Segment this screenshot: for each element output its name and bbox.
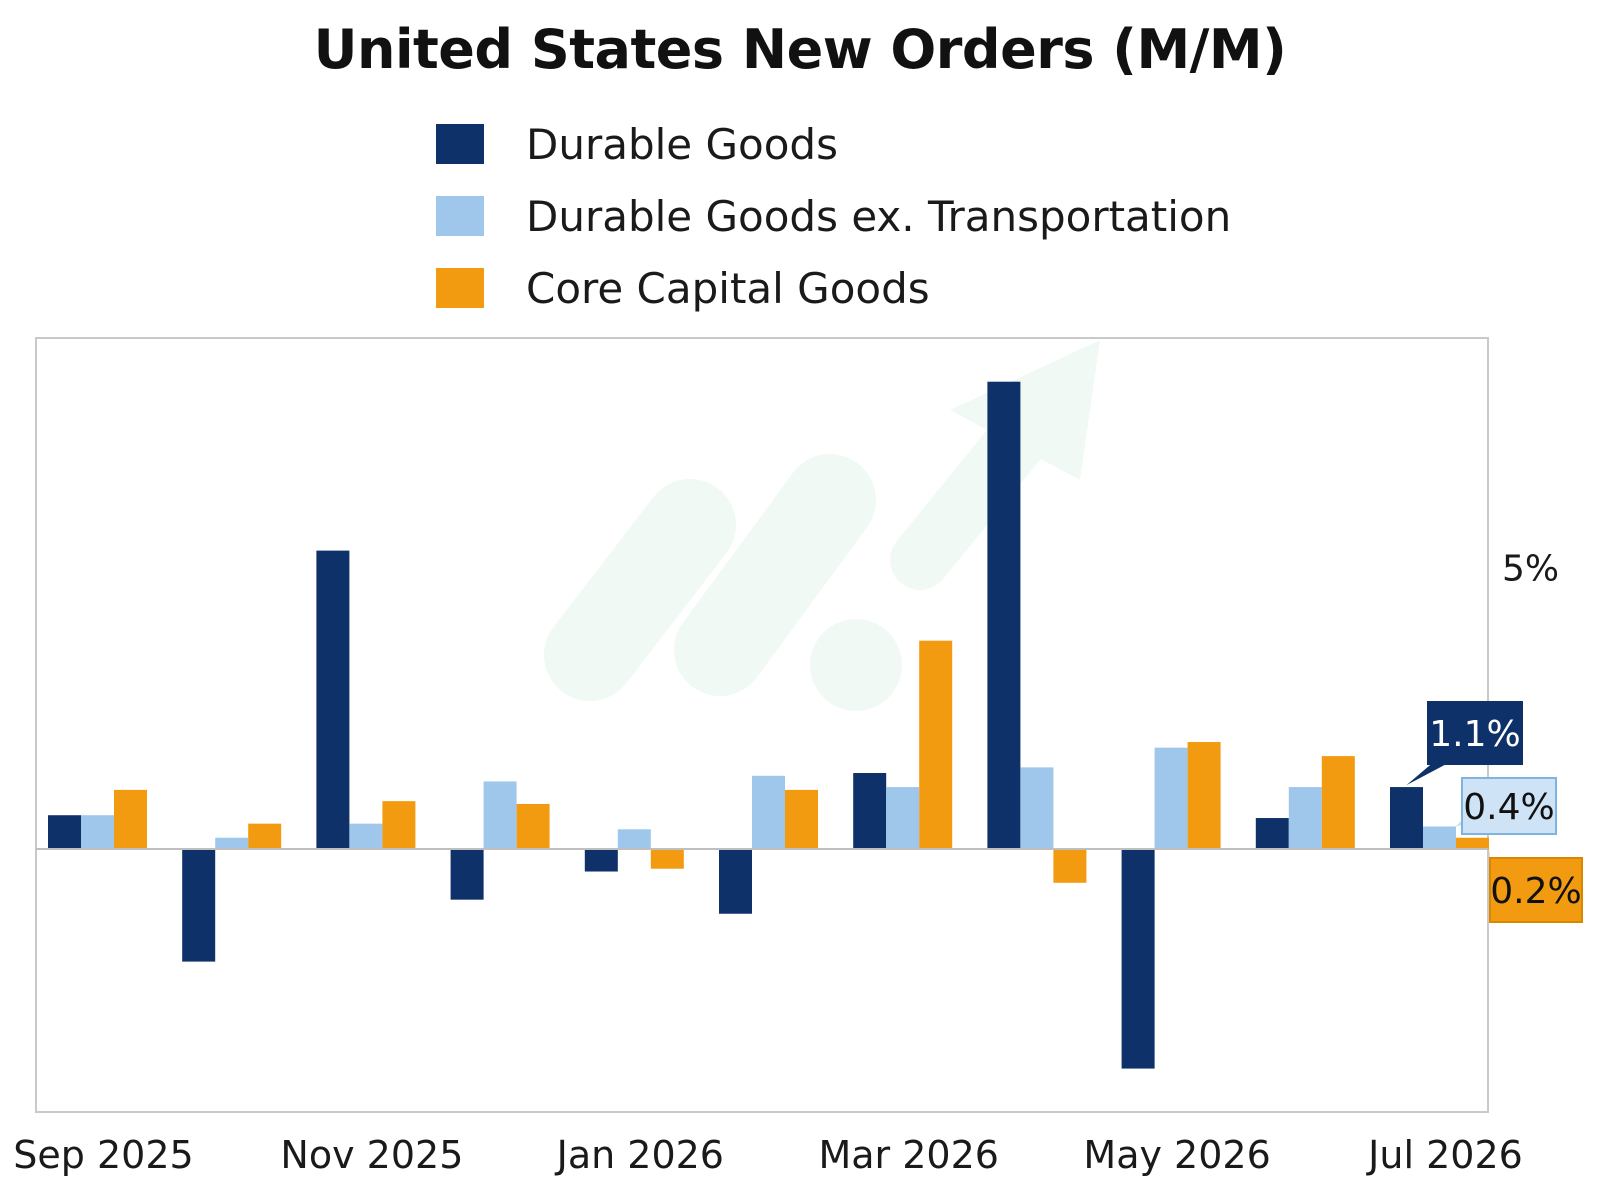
bar	[1255, 818, 1289, 849]
legend-item-core-capital-goods: Core Capital Goods	[436, 252, 1231, 324]
legend-swatch	[436, 196, 484, 236]
watermark-stroke	[674, 454, 876, 696]
bar	[1187, 742, 1221, 849]
bar	[382, 801, 416, 849]
watermark-arrowhead	[950, 340, 1100, 480]
bar	[114, 789, 147, 849]
bar	[752, 775, 785, 849]
bar	[584, 849, 618, 872]
bar	[215, 837, 249, 849]
bar	[617, 829, 651, 849]
bar	[1321, 756, 1355, 849]
bar	[1053, 849, 1087, 883]
chart-title: United States New Orders (M/M)	[313, 18, 1287, 81]
bar	[450, 849, 484, 900]
bar	[853, 772, 887, 849]
watermark-dot	[810, 619, 902, 711]
watermark-stroke	[544, 479, 736, 701]
bar	[248, 823, 282, 849]
bar	[1154, 747, 1188, 849]
x-tick-label: Jan 2026	[555, 1133, 724, 1177]
bar	[1423, 826, 1456, 849]
bar	[483, 781, 517, 849]
x-tick-label: May 2026	[1083, 1133, 1270, 1177]
bar	[919, 640, 953, 849]
chart-legend: Durable Goods Durable Goods ex. Transpor…	[436, 108, 1231, 324]
bar	[1288, 787, 1322, 849]
bar	[650, 849, 684, 869]
bar	[1121, 849, 1155, 1069]
bar	[48, 815, 81, 849]
callout-box	[1489, 857, 1583, 923]
watermark-stroke	[890, 370, 1080, 590]
bar	[81, 815, 114, 849]
data-label: 0.4%	[1463, 787, 1554, 828]
x-tick-label: Sep 2025	[13, 1133, 193, 1177]
legend-label: Durable Goods ex. Transportation	[526, 191, 1232, 241]
legend-swatch	[436, 124, 484, 164]
legend-item-durable-goods-ex-transportation: Durable Goods ex. Transportation	[436, 180, 1231, 252]
bar	[1456, 837, 1489, 849]
legend-label: Durable Goods	[526, 119, 838, 169]
bar	[785, 789, 818, 849]
legend-swatch	[436, 268, 484, 308]
callout-box	[1427, 701, 1523, 765]
legend-item-durable-goods: Durable Goods	[436, 108, 1231, 180]
x-tick-label: Mar 2026	[818, 1133, 998, 1177]
x-tick-label: Jul 2026	[1366, 1133, 1523, 1177]
bar	[1020, 767, 1054, 849]
data-label: 0.2%	[1490, 871, 1581, 912]
callout-pointer	[1406, 760, 1454, 786]
bar	[182, 849, 216, 962]
bar	[316, 550, 350, 849]
bar	[719, 849, 752, 914]
bar	[349, 823, 383, 849]
bar	[987, 381, 1021, 849]
bar	[1390, 787, 1423, 849]
bar	[516, 803, 550, 849]
watermark-logo	[544, 340, 1100, 711]
bar	[886, 787, 920, 849]
data-label: 1.1%	[1429, 714, 1520, 755]
y-tick-label: 5%	[1502, 549, 1559, 590]
callout-box	[1461, 777, 1557, 835]
plot-area	[35, 337, 1489, 1113]
legend-label: Core Capital Goods	[526, 263, 930, 313]
x-tick-label: Nov 2025	[280, 1133, 463, 1177]
